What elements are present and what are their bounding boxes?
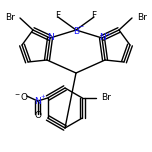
Text: N: N	[99, 33, 105, 43]
Text: +: +	[105, 33, 111, 38]
Text: O: O	[34, 112, 41, 121]
Text: F: F	[92, 12, 97, 21]
Text: N: N	[47, 33, 53, 43]
Text: B: B	[73, 26, 79, 36]
Text: Br: Br	[5, 14, 15, 22]
Text: Br: Br	[137, 14, 147, 22]
Text: O: O	[20, 93, 27, 102]
Text: Br: Br	[101, 93, 111, 102]
Text: F: F	[55, 12, 60, 21]
Text: +: +	[40, 95, 45, 100]
Text: −: −	[78, 24, 84, 29]
Text: −: −	[14, 92, 19, 97]
Text: N: N	[34, 97, 41, 105]
